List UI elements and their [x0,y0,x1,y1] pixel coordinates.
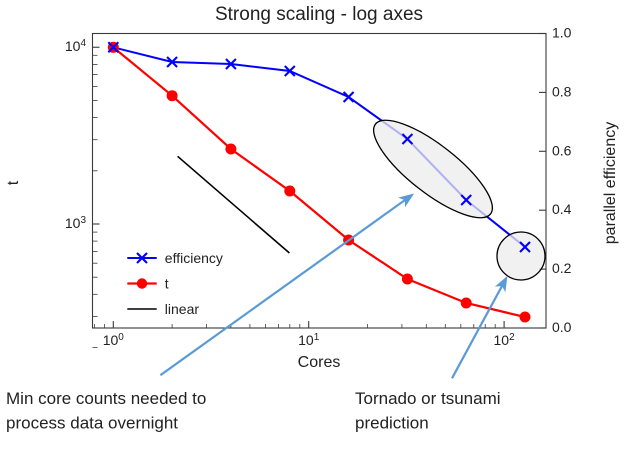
svg-text:104: 104 [65,38,87,55]
svg-text:0.8: 0.8 [552,83,572,99]
svg-text:101: 101 [298,332,320,349]
svg-text:t: t [5,180,22,185]
svg-text:t: t [165,276,169,292]
svg-text:103: 103 [65,215,87,232]
svg-text:102: 102 [494,332,516,349]
svg-text:0.2: 0.2 [552,260,572,276]
svg-text:1.0: 1.0 [552,25,572,41]
svg-text:Tornado or tsunami: Tornado or tsunami [355,389,501,408]
svg-text:efficiency: efficiency [165,250,223,266]
svg-text:parallel efficiency: parallel efficiency [602,122,619,244]
svg-text:prediction: prediction [355,414,429,433]
svg-text:Strong scaling - log axes: Strong scaling - log axes [215,4,423,25]
svg-text:0.6: 0.6 [552,142,572,158]
svg-text:0.4: 0.4 [552,201,572,217]
svg-text:0.0: 0.0 [552,319,572,335]
svg-text:linear: linear [165,301,200,317]
svg-text:Cores: Cores [298,354,341,371]
svg-text:process data overnight: process data overnight [6,414,178,433]
svg-text:Min core counts needed to: Min core counts needed to [6,389,206,408]
svg-text:100: 100 [103,332,125,349]
